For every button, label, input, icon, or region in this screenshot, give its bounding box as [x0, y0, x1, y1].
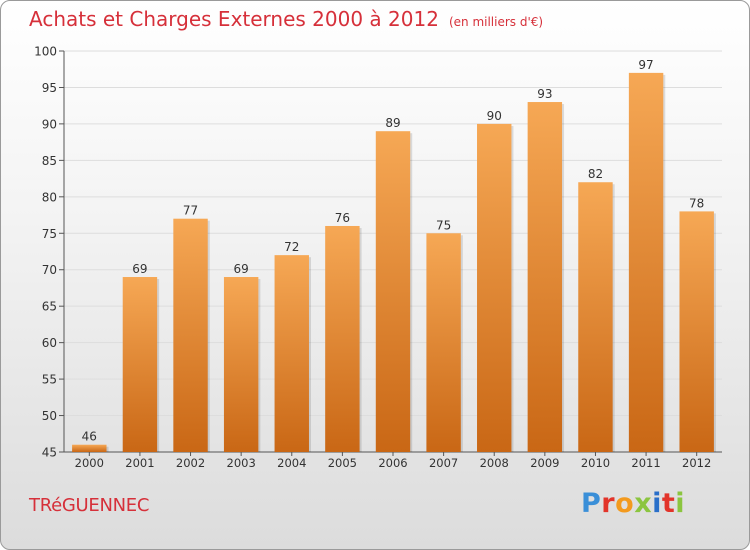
x-tick-label-2006: 2006: [378, 456, 407, 470]
data-labels: 46 69 77 69 72 76 89 75 90 93 82 97 78: [82, 58, 705, 444]
x-tick-label-2011: 2011: [631, 456, 660, 470]
data-label-2001: 69: [132, 262, 147, 276]
bars: [72, 72, 716, 452]
chart-title-text: Achats et Charges Externes 2000 à 2012: [29, 7, 439, 31]
y-tick-label: 85: [42, 154, 57, 168]
data-label-2002: 77: [183, 204, 198, 218]
y-tick-labels: 45 50 55 60 65 70 75 80 85 90 95 100: [34, 45, 57, 460]
y-tick-label: 100: [34, 45, 57, 59]
x-tick-label-2008: 2008: [480, 456, 509, 470]
x-tick-label-2004: 2004: [277, 456, 306, 470]
x-tick-label-2002: 2002: [176, 456, 205, 470]
y-tick-label: 55: [42, 373, 57, 387]
y-tick-label: 95: [42, 81, 57, 95]
x-tick-label-2010: 2010: [581, 456, 610, 470]
chart-title: Achats et Charges Externes 2000 à 2012 (e…: [29, 7, 543, 31]
y-tick-label: 60: [42, 336, 57, 350]
x-tick-label-2005: 2005: [328, 456, 357, 470]
data-label-2003: 69: [234, 262, 249, 276]
y-tick-label: 45: [42, 446, 57, 460]
x-tick-label-2012: 2012: [682, 456, 711, 470]
logo-letter: P: [581, 488, 602, 519]
proxiti-logo[interactable]: Proxiti: [581, 488, 685, 519]
bar-2001: [122, 277, 158, 452]
y-tick-label: 50: [42, 409, 57, 423]
chart-subtitle: (en milliers d'€): [448, 15, 544, 29]
bar-2005: [325, 225, 360, 452]
bar-2000: [72, 444, 107, 452]
data-label-2008: 90: [487, 109, 502, 123]
logo-letter: x: [634, 488, 653, 519]
commune-name: TRéGUENNEC: [29, 495, 150, 516]
bar-2009: [527, 102, 563, 452]
bar-2012: [679, 211, 714, 452]
data-label-2006: 89: [385, 116, 400, 130]
x-tick-label-2003: 2003: [227, 456, 256, 470]
data-label-2009: 93: [537, 87, 552, 101]
data-label-2007: 75: [436, 218, 451, 232]
logo-letter: o: [615, 488, 635, 519]
logo-letter: i: [675, 488, 686, 519]
x-tick-label-2007: 2007: [429, 456, 458, 470]
bar-2010: [578, 182, 613, 452]
data-label-2011: 97: [638, 58, 653, 72]
logo-letter: i: [652, 488, 662, 519]
bar-2002: [173, 218, 208, 452]
data-label-2005: 76: [335, 211, 350, 225]
bar-2011: [628, 72, 664, 452]
y-tick-label: 75: [42, 227, 57, 241]
y-tick-label: 80: [42, 190, 57, 204]
data-label-2004: 72: [284, 240, 299, 254]
data-label-2010: 82: [588, 167, 603, 181]
bar-2007: [426, 233, 461, 452]
bar-2008: [477, 123, 512, 452]
y-tick-label: 90: [42, 117, 57, 131]
bar-2004: [274, 255, 309, 452]
x-tick-labels: 2000 2001 2002 2003 2004 2005 2006 2007 2008 2009…: [75, 456, 712, 470]
bar-2003: [223, 277, 259, 452]
bar-2006: [375, 131, 411, 452]
logo-letter: t: [661, 488, 676, 519]
x-tick-label-2009: 2009: [530, 456, 559, 470]
x-tick-label-2001: 2001: [125, 456, 154, 470]
x-tick-label-2000: 2000: [75, 456, 104, 470]
data-label-2012: 78: [689, 196, 704, 210]
y-tick-label: 70: [42, 263, 57, 277]
logo-letter: r: [601, 488, 616, 519]
y-tick-label: 65: [42, 300, 57, 314]
data-label-2000: 46: [82, 430, 97, 444]
